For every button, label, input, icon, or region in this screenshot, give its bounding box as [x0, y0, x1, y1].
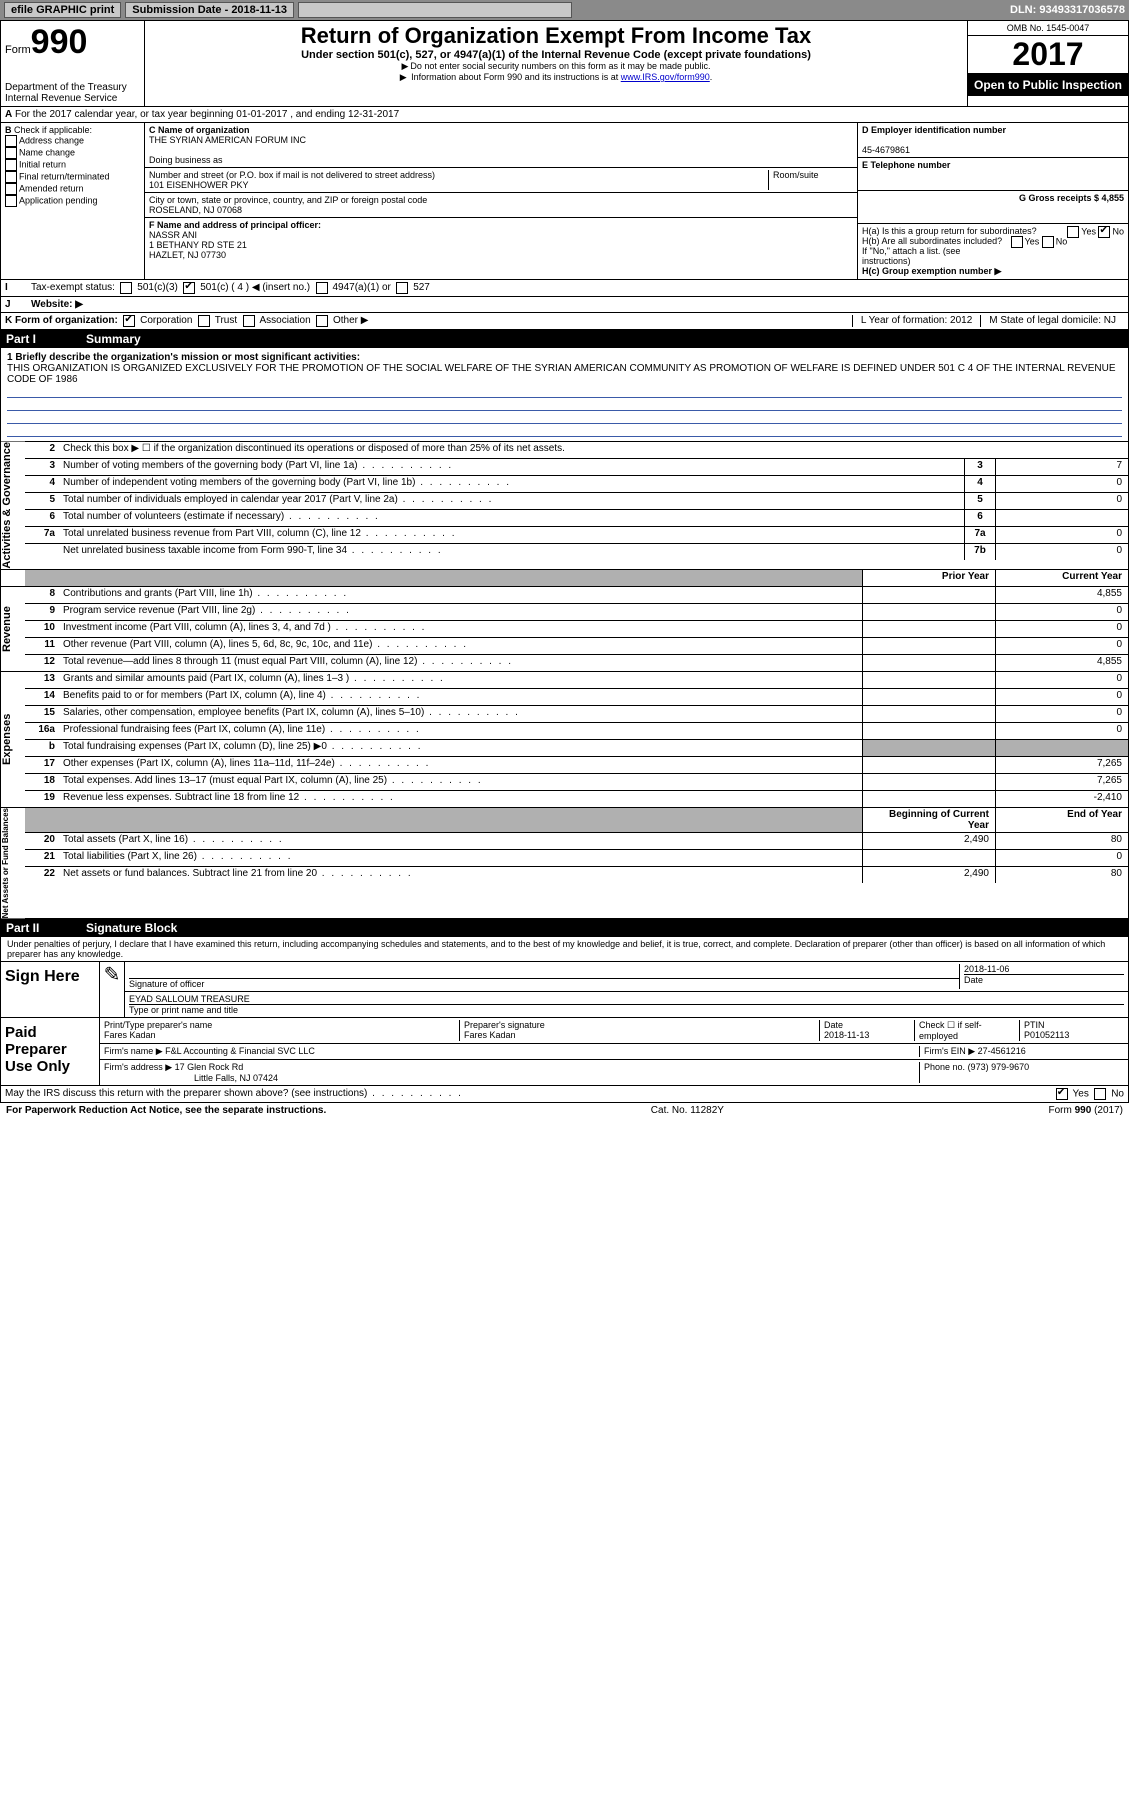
row-j-website: J Website: ▶ — [0, 297, 1129, 313]
efile-topbar: efile GRAPHIC print Submission Date - 20… — [0, 0, 1129, 20]
irs-label: Internal Revenue Service — [5, 93, 140, 104]
dept-treasury: Department of the Treasury — [5, 82, 140, 93]
table-row: 21Total liabilities (Part X, line 26)0 — [25, 850, 1128, 867]
org-address: 101 EISENHOWER PKY — [149, 180, 249, 190]
preparer-name: Fares Kadan — [104, 1030, 156, 1040]
firm-phone: (973) 979-9670 — [968, 1062, 1030, 1072]
row-a-period: A For the 2017 calendar year, or tax yea… — [0, 107, 1129, 123]
year-header-row: Prior Year Current Year — [0, 570, 1129, 587]
table-row: 15Salaries, other compensation, employee… — [25, 706, 1128, 723]
dln-label: DLN: 93493317036578 — [1010, 4, 1125, 16]
row-i-tax-status: I Tax-exempt status: 501(c)(3) 501(c) ( … — [0, 280, 1129, 297]
expenses-section: Expenses 13Grants and similar amounts pa… — [0, 672, 1129, 808]
jurat-text: Under penalties of perjury, I declare th… — [0, 937, 1129, 962]
table-row: 18Total expenses. Add lines 13–17 (must … — [25, 774, 1128, 791]
tax-year: 2017 — [968, 36, 1128, 74]
table-row: 14Benefits paid to or for members (Part … — [25, 689, 1128, 706]
form-header: Form990 Department of the Treasury Inter… — [0, 20, 1129, 107]
submission-date-button[interactable]: Submission Date - 2018-11-13 — [125, 2, 294, 18]
firm-name: F&L Accounting & Financial SVC LLC — [165, 1046, 315, 1056]
table-row: 17Other expenses (Part IX, column (A), l… — [25, 757, 1128, 774]
table-row: 3Number of voting members of the governi… — [25, 459, 1128, 476]
ssn-note: Do not enter social security numbers on … — [151, 61, 961, 72]
ptin: P01052113 — [1024, 1030, 1069, 1040]
org-city: ROSELAND, NJ 07068 — [149, 205, 242, 215]
mission-text: THIS ORGANIZATION IS ORGANIZED EXCLUSIVE… — [7, 363, 1116, 385]
table-row: 13Grants and similar amounts paid (Part … — [25, 672, 1128, 689]
paid-preparer-block: Paid Preparer Use Only Print/Type prepar… — [0, 1018, 1129, 1086]
table-row: 4Number of independent voting members of… — [25, 476, 1128, 493]
revenue-section: Revenue 8Contributions and grants (Part … — [0, 587, 1129, 672]
table-row: 12Total revenue—add lines 8 through 11 (… — [25, 655, 1128, 671]
mission-block: 1 Briefly describe the organization's mi… — [0, 348, 1129, 442]
sign-date: 2018-11-06 — [964, 964, 1009, 974]
table-row: 8Contributions and grants (Part VIII, li… — [25, 587, 1128, 604]
table-row: Net unrelated business taxable income fr… — [25, 544, 1128, 560]
net-assets-section: Net Assets or Fund Balances Beginning of… — [0, 808, 1129, 919]
form-title: Return of Organization Exempt From Incom… — [151, 23, 961, 49]
row-k-form-org: K Form of organization: Corporation Trus… — [0, 313, 1129, 330]
table-row: 10Investment income (Part VIII, column (… — [25, 621, 1128, 638]
table-row: 5Total number of individuals employed in… — [25, 493, 1128, 510]
table-row: 20Total assets (Part X, line 16)2,49080 — [25, 833, 1128, 850]
org-name: THE SYRIAN AMERICAN FORUM INC — [149, 135, 306, 145]
gross-receipts: G Gross receipts $ 4,855 — [1019, 193, 1124, 203]
sign-here-block: Sign Here ✎ Signature of officer 2018-11… — [0, 962, 1129, 1018]
omb-number: OMB No. 1545-0047 — [968, 21, 1128, 36]
table-row: 9Program service revenue (Part VIII, lin… — [25, 604, 1128, 621]
firm-ein: 27-4561216 — [978, 1046, 1026, 1056]
officer-sig-name: EYAD SALLOUM TREASURE — [129, 994, 1124, 1005]
officer-name: NASSR ANI — [149, 230, 197, 240]
table-row: bTotal fundraising expenses (Part IX, co… — [25, 740, 1128, 757]
entity-block: B Check if applicable: Address change Na… — [0, 123, 1129, 280]
open-to-public: Open to Public Inspection — [968, 74, 1128, 96]
table-row: 16aProfessional fundraising fees (Part I… — [25, 723, 1128, 740]
table-row: 6Total number of volunteers (estimate if… — [25, 510, 1128, 527]
table-row: 19Revenue less expenses. Subtract line 1… — [25, 791, 1128, 807]
form-subtitle: Under section 501(c), 527, or 4947(a)(1)… — [151, 49, 961, 61]
governance-section: Activities & Governance 2Check this box … — [0, 442, 1129, 570]
table-row: 11Other revenue (Part VIII, column (A), … — [25, 638, 1128, 655]
ein: 45-4679861 — [862, 145, 910, 155]
irs-link[interactable]: www.IRS.gov/form990 — [621, 72, 710, 82]
info-note: Information about Form 990 and its instr… — [151, 72, 961, 83]
footer: For Paperwork Reduction Act Notice, see … — [0, 1103, 1129, 1118]
state-domicile: M State of legal domicile: NJ — [980, 315, 1124, 327]
table-row: 22Net assets or fund balances. Subtract … — [25, 867, 1128, 883]
form-990-label: Form990 — [5, 23, 140, 62]
check-b-column: B Check if applicable: Address change Na… — [1, 123, 145, 279]
blank-button — [298, 2, 572, 18]
table-row: 7aTotal unrelated business revenue from … — [25, 527, 1128, 544]
discuss-row: May the IRS discuss this return with the… — [0, 1086, 1129, 1103]
part-ii-header: Part II Signature Block — [0, 919, 1129, 937]
efile-graphic-button[interactable]: efile GRAPHIC print — [4, 2, 121, 18]
part-i-header: Part I Summary — [0, 330, 1129, 348]
year-formation: L Year of formation: 2012 — [852, 315, 980, 327]
